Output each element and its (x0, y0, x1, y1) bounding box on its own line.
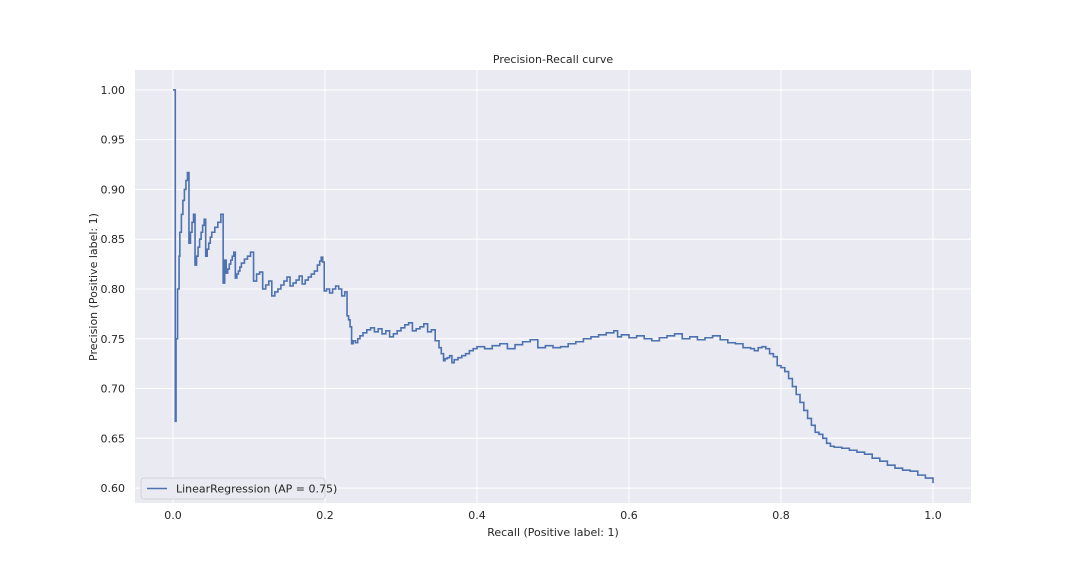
x-tick-label: 0.6 (620, 509, 638, 522)
legend-box (140, 477, 326, 500)
plot-background (135, 70, 971, 503)
x-tick-label: 1.0 (924, 509, 942, 522)
tick-labels: 0.0 0.2 0.4 0.6 0.8 1.0 0.60 0.65 0.70 0.75 0.80 0.… (101, 84, 942, 522)
y-tick-label: 0.75 (101, 333, 126, 346)
chart-title: Precision-Recall curve (493, 53, 613, 66)
y-tick-label: 1.00 (101, 84, 126, 97)
x-tick-label: 0.4 (468, 509, 486, 522)
series-line (173, 89, 934, 484)
legend: LinearRegression (AP = 0.75) (140, 477, 337, 500)
y-tick-label: 0.70 (101, 383, 126, 396)
x-tick-label: 0.8 (772, 509, 790, 522)
x-tick-label: 0.0 (164, 509, 182, 522)
x-tick-label: 0.2 (316, 509, 334, 522)
y-axis-label: Precision (Positive label: 1) (87, 213, 100, 361)
grid-lines (135, 70, 971, 503)
y-tick-label: 0.65 (101, 432, 126, 445)
y-tick-label: 0.85 (101, 233, 126, 246)
y-tick-label: 0.80 (101, 283, 126, 296)
y-tick-label: 0.90 (101, 183, 126, 196)
legend-label: LinearRegression (AP = 0.75) (176, 483, 337, 496)
y-tick-label: 0.60 (101, 482, 126, 495)
x-axis-label: Recall (Positive label: 1) (487, 526, 619, 539)
y-tick-label: 0.95 (101, 134, 126, 147)
